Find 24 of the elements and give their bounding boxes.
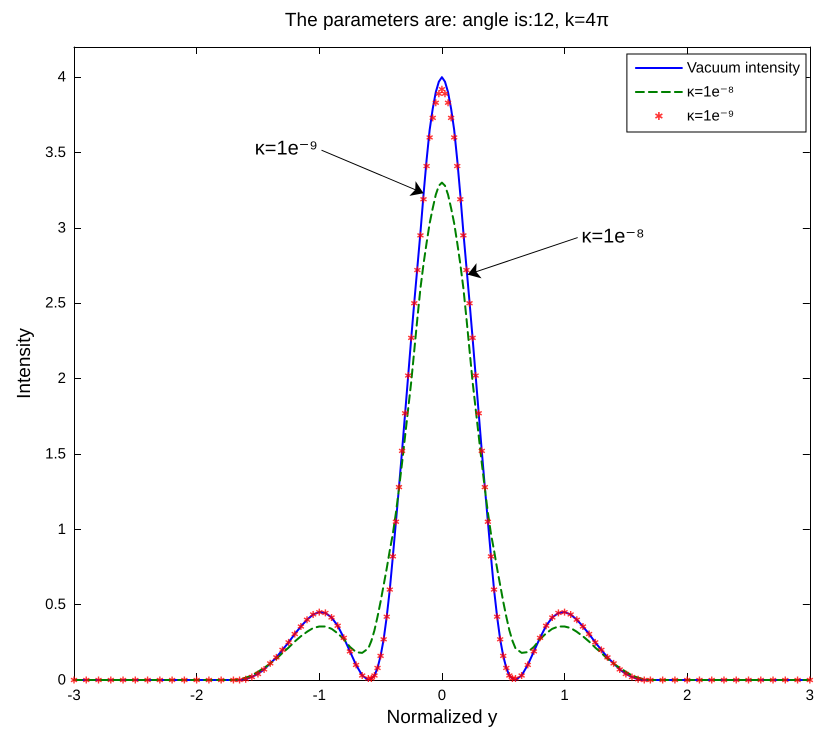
x-tick-label: 1 bbox=[560, 687, 569, 704]
y-tick-label: 1 bbox=[58, 520, 66, 538]
annotation: κ=1e⁻⁸ bbox=[581, 225, 644, 248]
y-axis-title: Intensity bbox=[14, 328, 35, 399]
y-tick-label: 1.5 bbox=[45, 445, 66, 462]
legend-label: κ=1e⁻⁸ bbox=[686, 84, 734, 100]
x-tick-label: 2 bbox=[683, 687, 692, 704]
legend-label: κ=1e⁻⁹ bbox=[686, 108, 734, 124]
x-tick-label: 3 bbox=[806, 687, 814, 704]
chart-title: The parameters are: angle is:12, k=4π bbox=[284, 10, 610, 31]
x-tick-label: -3 bbox=[67, 687, 81, 704]
y-tick-label: 2.5 bbox=[45, 294, 66, 312]
annotation: κ=1e⁻⁹ bbox=[254, 138, 318, 160]
y-tick-label: 4 bbox=[58, 68, 66, 86]
y-tick-label: 0 bbox=[58, 672, 66, 688]
legend-label: Vacuum intensity bbox=[686, 60, 800, 76]
x-tick-label: -2 bbox=[190, 687, 204, 704]
y-tick-label: 2 bbox=[58, 370, 66, 388]
x-tick-label: 0 bbox=[438, 687, 446, 704]
y-tick-label: 3.5 bbox=[45, 144, 66, 161]
y-tick-label: 0.5 bbox=[45, 596, 66, 614]
y-tick-label: 3 bbox=[58, 219, 66, 236]
x-tick-label: -1 bbox=[312, 687, 326, 704]
x-axis-title: Normalized y bbox=[386, 707, 498, 728]
